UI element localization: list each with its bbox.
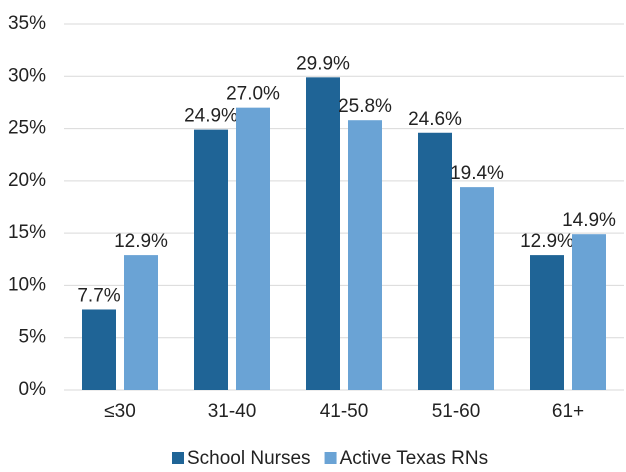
x-tick-label: 41-50 [320, 401, 369, 422]
y-tick-label: 35% [8, 13, 46, 34]
bar [530, 255, 564, 390]
data-label: 7.7% [77, 285, 120, 306]
bar [348, 120, 382, 390]
x-tick-label: ≤30 [104, 401, 136, 422]
bar [236, 107, 270, 391]
x-tick-label: 61+ [552, 401, 584, 422]
legend-swatch [172, 452, 184, 464]
legend-swatch [324, 452, 337, 464]
bar [194, 129, 228, 391]
data-label: 24.6% [408, 109, 462, 130]
x-tick-label: 51-60 [432, 401, 481, 422]
data-label: 19.4% [450, 163, 504, 184]
data-label: 25.8% [338, 96, 392, 117]
legend-label: Active Texas RNs [340, 448, 489, 469]
data-label: 27.0% [226, 84, 280, 105]
y-tick-label: 30% [8, 65, 46, 86]
data-label: 12.9% [114, 231, 168, 252]
bar [124, 255, 158, 390]
data-label: 29.9% [296, 53, 350, 74]
y-tick-label: 20% [8, 170, 46, 191]
bar [82, 309, 116, 390]
data-label: 24.9% [184, 106, 238, 127]
data-label: 12.9% [520, 231, 574, 252]
bar [460, 187, 494, 390]
y-tick-label: 15% [8, 222, 46, 243]
bar [418, 132, 452, 391]
x-tick-label: 31-40 [208, 401, 257, 422]
y-tick-label: 0% [19, 379, 47, 400]
y-tick-label: 25% [8, 118, 46, 139]
bar [306, 77, 340, 391]
bar [572, 234, 606, 390]
data-label: 14.9% [562, 210, 616, 231]
legend-label: School Nurses [187, 448, 311, 469]
y-tick-label: 5% [19, 327, 47, 348]
y-tick-label: 10% [8, 274, 46, 295]
